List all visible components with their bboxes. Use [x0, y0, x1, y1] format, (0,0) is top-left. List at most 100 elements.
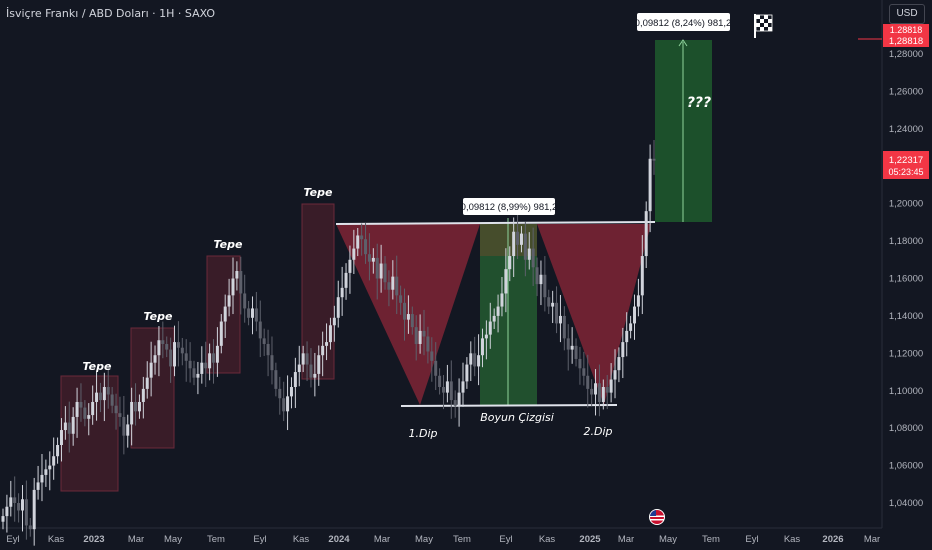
time-tick-label: 2023: [83, 534, 104, 545]
candle-body: [192, 368, 196, 378]
candle-body: [286, 396, 290, 412]
candle-body: [426, 336, 430, 352]
candle-body: [438, 375, 442, 388]
candle-body: [364, 239, 368, 255]
candle-body: [371, 257, 375, 262]
candle-body: [1, 516, 5, 522]
time-tick-label: Kas: [293, 534, 310, 545]
price-tick-label: 1,06000: [889, 461, 923, 472]
candle-body: [254, 308, 258, 322]
candle-body: [87, 415, 91, 419]
candle-body: [356, 235, 360, 249]
candle-body: [403, 302, 407, 320]
pattern-measure-label-box: [463, 198, 555, 215]
candle-body: [141, 388, 145, 402]
candle-body: [239, 271, 243, 294]
candle-body: [473, 353, 477, 367]
candle-body: [83, 407, 87, 419]
candle-body: [235, 271, 239, 279]
candle-body: [625, 330, 629, 343]
candle-body: [633, 306, 637, 324]
candle-body: [13, 497, 17, 503]
time-tick-label: 2025: [579, 534, 601, 545]
candle-body: [644, 211, 648, 257]
time-tick-label: 2026: [822, 534, 843, 545]
candle-body: [500, 293, 504, 307]
tepe-label-2: Tepe: [144, 310, 173, 323]
time-tick-label: Tem: [702, 534, 720, 545]
candle-body: [328, 325, 332, 343]
price-tick-label: 1,14000: [889, 311, 923, 322]
price-tick-label: 1,20000: [889, 199, 923, 210]
candle-body: [609, 379, 613, 393]
candle-body: [67, 422, 71, 434]
chart-title: İsviçre Frankı / ABD Doları · 1H · SAXO: [6, 7, 216, 20]
candle-body: [102, 387, 106, 401]
candle-body: [44, 469, 48, 475]
us-flag-event-icon[interactable]: [649, 509, 665, 525]
candle-body: [414, 327, 418, 344]
candle-body: [262, 338, 266, 344]
candle-body: [274, 370, 278, 389]
candle-body: [17, 503, 21, 511]
candle-body: [266, 343, 270, 356]
candle-body: [243, 293, 247, 309]
candle-body: [9, 497, 13, 507]
candle-body: [219, 321, 223, 346]
candle-body: [258, 321, 262, 339]
target-price-badge: [883, 33, 929, 47]
candle-body: [445, 381, 449, 393]
candle-body: [652, 158, 656, 161]
dip2-label: 2.Dip: [583, 425, 612, 438]
candle-body: [617, 357, 621, 371]
candle-body: [24, 499, 28, 526]
candle-body: [508, 256, 512, 270]
tepe-label-1: Tepe: [83, 360, 112, 373]
target-measure-label: 0,09812 (8,24%) 981,2: [635, 18, 732, 29]
target-price-top-badge: [883, 24, 929, 35]
candle-body: [5, 506, 9, 517]
neckline: [335, 221, 656, 225]
candle-body: [391, 276, 395, 290]
candle-body: [399, 295, 403, 303]
candle-body: [165, 343, 169, 350]
candle-body: [422, 330, 426, 337]
time-axis-labels: Eyl Kas 2023 Mar May Tem Eyl Kas 2024 Mar May Tem Ey…: [6, 534, 880, 545]
candle-body: [317, 355, 321, 374]
price-scale-panel[interactable]: [882, 0, 932, 528]
time-tick-label: Eyl: [499, 534, 512, 545]
candle-body: [547, 297, 551, 307]
candle-body: [496, 306, 500, 316]
candle-body: [188, 360, 192, 369]
candle-body: [212, 353, 216, 363]
candle-body: [348, 259, 352, 273]
dip-line: [400, 404, 618, 407]
countdown-text: 05:23:45: [888, 167, 923, 177]
candle-body: [543, 274, 547, 298]
currency-button[interactable]: USD: [889, 4, 925, 24]
candle-body: [48, 465, 52, 470]
candle-body: [126, 424, 130, 436]
candle-body: [558, 315, 562, 324]
candle-body: [636, 295, 640, 307]
candle-body: [250, 308, 254, 318]
candle-body: [629, 323, 633, 331]
candle-body: [594, 383, 598, 395]
candle-body: [106, 387, 110, 395]
candle-body: [605, 387, 609, 393]
candle-body: [516, 231, 520, 245]
candle-body: [562, 315, 566, 339]
candle-body: [40, 474, 44, 483]
candle-body: [512, 231, 516, 257]
candle-body: [325, 342, 329, 346]
right-dip-triangle: [537, 224, 651, 405]
time-tick-label: 2024: [328, 534, 350, 545]
candle-body: [305, 353, 309, 365]
price-tick-label: 1,16000: [889, 274, 923, 285]
candle-body: [488, 321, 492, 335]
candle-body: [215, 345, 219, 363]
candle-body: [114, 405, 118, 414]
candle-body: [79, 401, 83, 408]
